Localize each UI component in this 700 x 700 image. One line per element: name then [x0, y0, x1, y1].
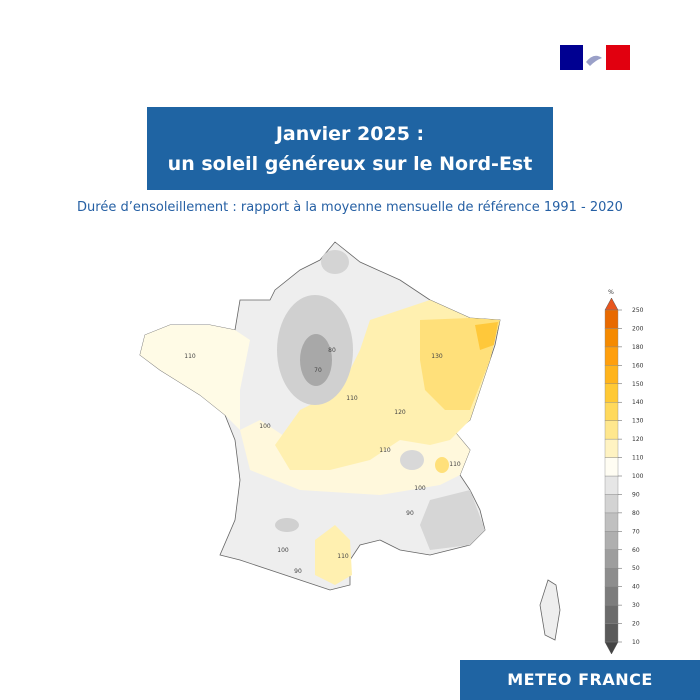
colorbar-tick-label: 100: [632, 473, 644, 480]
colorbar-tick-label: 10: [632, 639, 640, 646]
colorbar-bin: [604, 346, 619, 366]
zone-pale: [140, 325, 250, 430]
colorbar-bin: [604, 383, 619, 403]
title-box: Janvier 2025 : un soleil généreux sur le…: [147, 107, 553, 190]
brand-box: METEO FRANCE: [460, 660, 700, 700]
contour-label: 110: [449, 461, 461, 468]
colorbar-tick-label: 200: [632, 325, 644, 332]
contour-label: 120: [394, 409, 406, 416]
colorbar-bin: [604, 512, 619, 532]
contour-label: 100: [259, 423, 271, 430]
colorbar-bin: [604, 531, 619, 550]
contour-label: 110: [184, 353, 196, 360]
contour-label: 70: [314, 367, 322, 374]
colorbar-tick-label: 50: [632, 565, 640, 572]
colorbar-bin: [604, 549, 619, 569]
zone-grey-center: [400, 450, 424, 470]
contour-label: 100: [277, 547, 289, 554]
colorbar-bin: [604, 457, 619, 477]
contour-labels: 110 100 120 130 110 110 100 90 110 110 100 90 80 70: [184, 347, 461, 575]
colorbar-tick-label: 90: [632, 491, 640, 498]
colorbar-tick-label: 70: [632, 528, 640, 535]
colorbar-tick-label: 250: [632, 307, 644, 314]
subtitle: Durée d’ensoleillement : rapport à la mo…: [77, 200, 623, 215]
colorbar-bin: [604, 494, 619, 514]
colorbar-tick-label: 40: [632, 584, 640, 591]
colorbar-bin: [604, 328, 619, 348]
colorbar-bin: [604, 623, 619, 643]
contour-label: 80: [328, 347, 336, 354]
colorbar-bin: [604, 604, 619, 624]
corsica: [539, 579, 561, 641]
colorbar-bin: [604, 309, 619, 329]
colorbar-tick-label: 120: [632, 436, 644, 443]
contour-label: 110: [346, 395, 358, 402]
zone-grey-se: [420, 490, 485, 550]
zone-yellow-alps: [435, 457, 449, 473]
colorbar-tick-label: 80: [632, 510, 640, 517]
colorbar-tick-label: 20: [632, 621, 640, 628]
zone-grey-flandre: [321, 250, 349, 274]
colorbar: % 10 20 30 40 50 60 70 80 90 100 110 120 130 140 150 16…: [604, 289, 644, 655]
colorbar-bin: [604, 438, 619, 458]
contour-label: 90: [294, 568, 302, 575]
colorbar-tick-label: 160: [632, 362, 644, 369]
colorbar-bin: [604, 420, 619, 440]
contour-label: 130: [431, 353, 443, 360]
colorbar-arrow-bottom: [604, 641, 619, 655]
colorbar-bin: [604, 586, 619, 606]
colorbar-arrow-top: [604, 297, 619, 311]
colorbar-tick-label: 140: [632, 399, 644, 406]
title-line: un soleil généreux sur le Nord-Est: [167, 152, 533, 175]
colorbar-bin: [604, 568, 619, 587]
contour-label: 110: [379, 447, 391, 454]
colorbar-bin: [604, 475, 619, 495]
contour-label: 100: [414, 485, 426, 492]
colorbar-bin: [604, 402, 619, 421]
colorbar-tick-label: 60: [632, 547, 640, 554]
title-line: Janvier 2025 :: [275, 122, 425, 145]
zone-grey-sw: [275, 518, 299, 532]
zone-orange: [475, 322, 498, 350]
france-map: [139, 241, 561, 641]
zone-yellow-south: [315, 525, 352, 585]
colorbar-tick-label: 130: [632, 418, 644, 425]
colorbar-tick-label: 30: [632, 602, 640, 609]
colorbar-tick-label: 180: [632, 344, 644, 351]
contour-label: 110: [337, 553, 349, 560]
zone-grey-paris: [300, 334, 332, 386]
colorbar-unit: %: [608, 289, 614, 296]
colorbar-tick-label: 150: [632, 381, 644, 388]
colorbar-tick-label: 110: [632, 455, 644, 462]
flag-logo: [560, 45, 630, 70]
contour-label: 90: [406, 510, 414, 517]
colorbar-bin: [604, 365, 619, 384]
